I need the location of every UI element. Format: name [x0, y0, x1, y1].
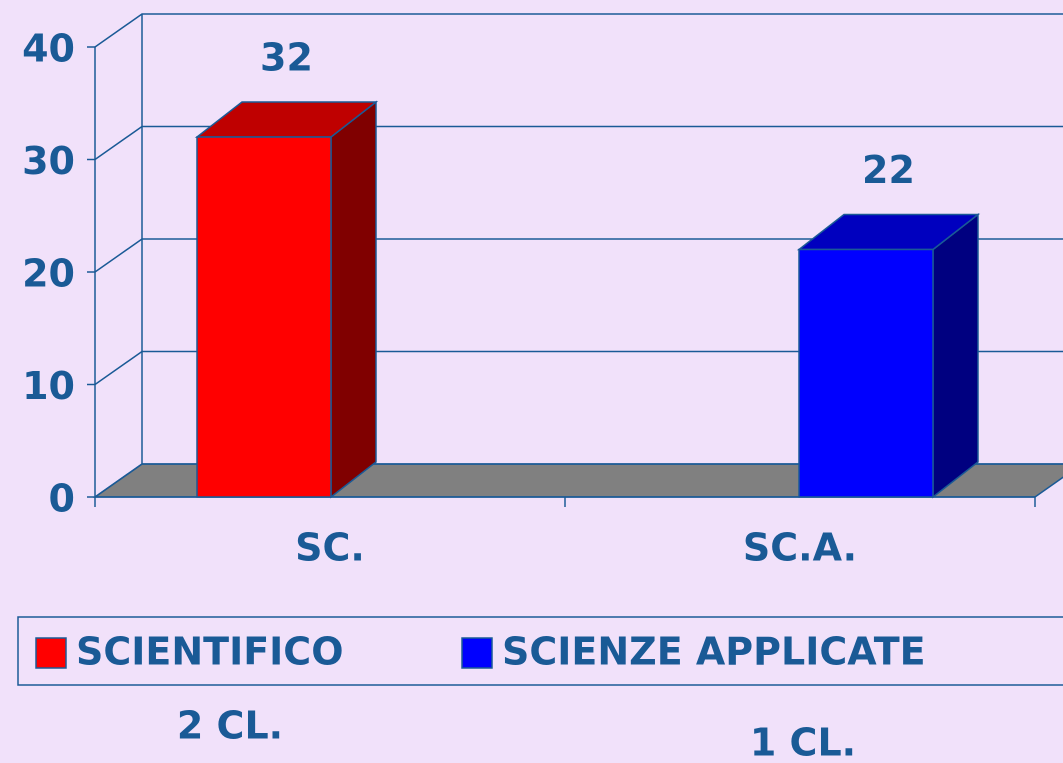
grid-line	[94, 125, 1063, 161]
bar-side	[932, 212, 979, 499]
bar-side	[330, 100, 377, 499]
grid-line	[94, 238, 1063, 273]
legend-label: SCIENTIFICO	[76, 630, 344, 674]
legend-swatch	[35, 637, 67, 669]
y-tick-label: 30	[22, 139, 75, 183]
bar	[796, 212, 981, 499]
y-tick-label: 10	[22, 364, 75, 408]
grid-line	[94, 350, 1063, 386]
bar-front	[196, 136, 332, 498]
value-label: 22	[862, 148, 915, 192]
y-tick-label: 20	[22, 252, 75, 296]
value-label: 32	[260, 36, 313, 80]
y-tick-label: 0	[49, 477, 75, 521]
legend-label: SCIENZE APPLICATE	[502, 630, 926, 674]
grid-line	[94, 463, 1063, 498]
bar	[194, 100, 379, 499]
annotation: 2 CL.	[177, 704, 283, 748]
annotation: 1 CL.	[750, 721, 856, 763]
legend-box	[17, 616, 1063, 686]
x-tick-label: SC.A.	[743, 526, 857, 570]
y-tick-label: 40	[22, 27, 75, 71]
x-tick-label: SC.	[295, 526, 365, 570]
bar-front	[798, 248, 934, 498]
grid-line	[94, 13, 1063, 48]
legend-swatch	[461, 637, 493, 669]
